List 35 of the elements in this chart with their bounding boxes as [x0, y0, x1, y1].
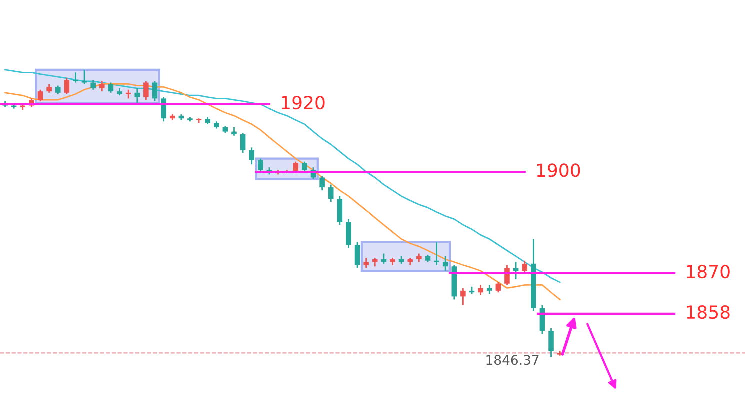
ref-line-label: 1846.37 — [486, 355, 539, 366]
candlestick — [496, 282, 502, 294]
candlestick — [161, 96, 166, 122]
ref-line-label: 1858 — [687, 306, 730, 320]
candlestick — [460, 288, 466, 306]
candlestick — [513, 262, 519, 280]
candlestick — [354, 242, 360, 269]
candlestick — [364, 257, 369, 269]
candlestick — [478, 284, 484, 296]
candlestick — [328, 184, 334, 203]
candlestick — [38, 89, 44, 102]
candlestick — [320, 175, 325, 192]
candlestick — [504, 264, 510, 286]
candlestick — [522, 260, 528, 274]
candlestick — [100, 80, 105, 92]
candlestick — [346, 218, 352, 249]
candlestick — [240, 132, 246, 154]
candlestick — [249, 146, 254, 166]
candlestick — [64, 78, 70, 95]
candlestick — [90, 79, 96, 91]
candlestick — [134, 88, 140, 104]
ref-line-label: 1900 — [537, 164, 580, 178]
candlestick — [152, 80, 158, 102]
ref-line-label: 1870 — [687, 264, 730, 279]
candlestick — [548, 328, 554, 358]
candlestick — [302, 161, 308, 173]
ref-line-label: 1920 — [282, 96, 325, 110]
candlestick — [144, 80, 149, 101]
candlestick — [442, 256, 448, 272]
candlestick — [293, 161, 299, 174]
candlestick — [108, 82, 114, 94]
candlestick — [258, 158, 264, 174]
candlestick — [73, 72, 78, 84]
candlestick — [337, 196, 343, 226]
candlestick — [82, 69, 88, 85]
